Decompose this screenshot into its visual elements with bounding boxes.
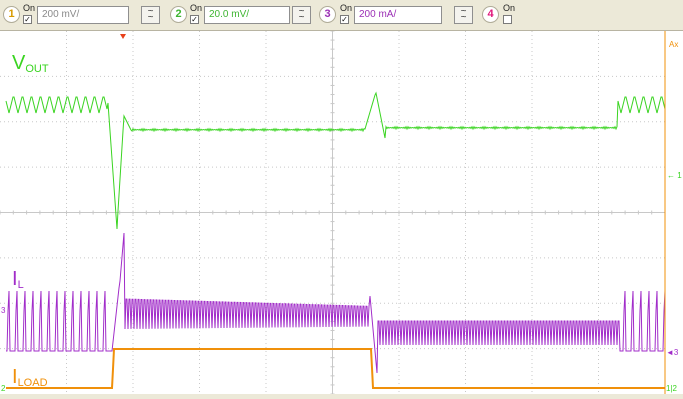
oscilloscope-screen: VOUT IL ILOAD Ax ← 1 3 ◄3 2 1|2 xyxy=(0,30,683,395)
cursor-a-marker: Ax xyxy=(669,40,678,49)
channel-3-on-label: On xyxy=(340,3,353,13)
graticule-grid xyxy=(0,30,666,395)
channel-2-on-toggle[interactable]: On ✓ xyxy=(190,3,204,27)
channel-4-indicator[interactable]: 4 xyxy=(482,6,499,23)
channel-toolbar: 1 On ✓ 200 mV/ ~ ~ 2 On ✓ 20.0 mV/ ~ ~ 3 O… xyxy=(0,0,683,31)
channel-1-on-toggle[interactable]: On ✓ xyxy=(23,3,37,27)
channel-4-on-toggle[interactable]: On xyxy=(503,3,517,27)
iload-label: ILOAD xyxy=(12,366,48,389)
iload-label-main: I xyxy=(12,366,18,388)
channel-1-on-label: On xyxy=(23,3,36,13)
channel-3-on-toggle[interactable]: On ✓ xyxy=(340,3,354,27)
channel-2-checkbox[interactable]: ✓ xyxy=(190,15,199,24)
waveform-display: VOUT IL ILOAD Ax ← 1 3 ◄3 2 1|2 xyxy=(0,30,682,395)
channel-2-on-label: On xyxy=(190,3,203,13)
trigger-position-marker[interactable] xyxy=(120,34,126,39)
channel-2-indicator[interactable]: 2 xyxy=(170,6,187,23)
il-label-sub: L xyxy=(18,279,24,291)
vout-label-sub: OUT xyxy=(25,63,49,75)
vout-label: VOUT xyxy=(12,52,49,75)
channel-3-scale-field[interactable]: 200 mA/ xyxy=(354,6,442,24)
channel-4-on-label: On xyxy=(503,3,516,13)
ch3-offset-marker[interactable]: ◄3 xyxy=(666,348,679,357)
il-label-main: I xyxy=(12,268,18,290)
channel-1-checkbox[interactable]: ✓ xyxy=(23,15,32,24)
channel-4-checkbox[interactable] xyxy=(503,15,512,24)
channel-2-coupling-button[interactable]: ~ ~ xyxy=(292,6,311,24)
iload-label-sub: LOAD xyxy=(18,377,48,389)
channel-2-scale-field[interactable]: 20.0 mV/ xyxy=(204,6,290,24)
channel-3-coupling-button[interactable]: ~ ~ xyxy=(454,6,473,24)
iload-trace xyxy=(6,348,665,389)
channel-3-indicator[interactable]: 3 xyxy=(319,6,336,23)
channel-3-checkbox[interactable]: ✓ xyxy=(340,15,349,24)
il-trace xyxy=(6,232,666,374)
channel-1-scale-field[interactable]: 200 mV/ xyxy=(37,6,129,24)
vout-trace xyxy=(5,91,666,230)
vout-label-main: V xyxy=(12,52,26,74)
ch2-offset-marker[interactable]: ← 1 xyxy=(667,171,682,180)
il-label: IL xyxy=(12,268,24,291)
ch1-left-marker: 2 xyxy=(1,384,6,393)
ch1-offset-marker[interactable]: 1|2 xyxy=(666,384,678,393)
ch3-left-marker: 3 xyxy=(1,306,6,315)
channel-1-coupling-button[interactable]: ~ ~ xyxy=(141,6,160,24)
channel-1-indicator[interactable]: 1 xyxy=(3,6,20,23)
